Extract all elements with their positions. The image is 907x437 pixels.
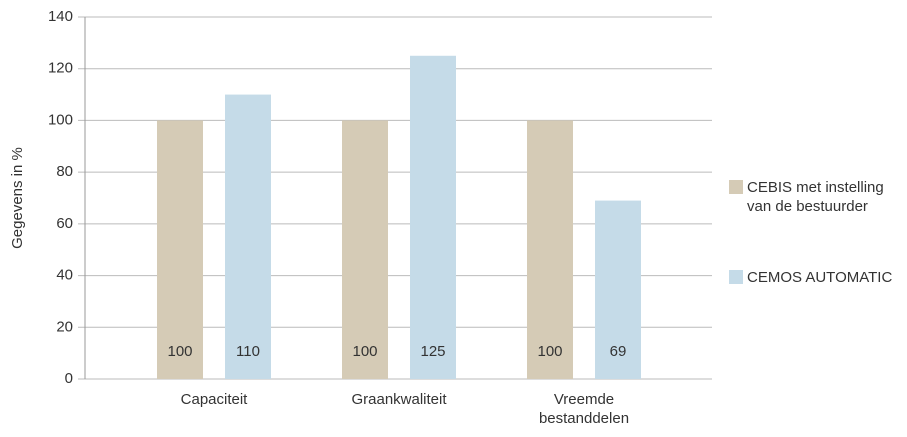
y-tick-label: 0	[65, 370, 73, 387]
value-label: 125	[420, 343, 445, 360]
y-tick-label: 140	[48, 8, 73, 25]
value-label: 69	[610, 343, 627, 360]
value-label: 110	[236, 343, 260, 360]
bar	[527, 120, 573, 379]
x-tick-label: Capaciteit	[180, 391, 248, 408]
bar	[157, 120, 203, 379]
y-tick-label: 80	[56, 163, 73, 180]
y-axis-label: Gegevens in %	[9, 147, 26, 249]
x-tick-label: Vreemde bestanddelen	[538, 391, 630, 427]
value-label: 100	[537, 343, 562, 360]
y-tick-label: 20	[56, 318, 73, 335]
legend-label: CEBIS met instelling van de bestuurder	[747, 179, 884, 215]
x-tick-label: Graankwaliteit	[351, 391, 447, 408]
bar	[595, 200, 641, 379]
bar	[225, 94, 271, 380]
legend-swatch	[729, 270, 743, 284]
bar	[342, 120, 388, 379]
legend-swatch	[729, 180, 743, 194]
y-tick-label: 60	[56, 215, 73, 232]
legend-label: CEMOS AUTOMATIC	[747, 269, 893, 286]
value-label: 100	[352, 343, 377, 360]
value-label: 100	[167, 343, 192, 360]
bar	[410, 55, 456, 380]
y-tick-label: 120	[48, 60, 73, 77]
y-tick-label: 100	[48, 111, 73, 128]
y-tick-label: 40	[56, 267, 73, 284]
